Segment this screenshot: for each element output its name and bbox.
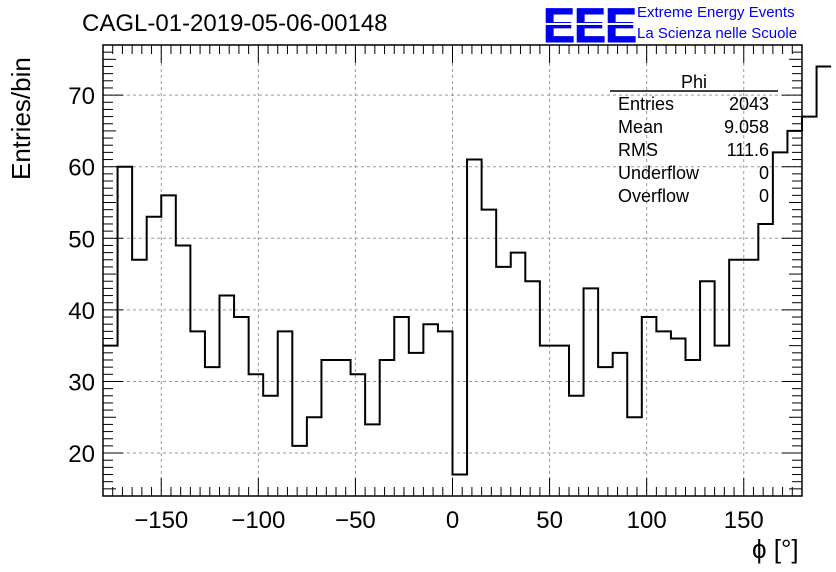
stats-row-label: Overflow	[618, 186, 690, 206]
eee-logo-mark: EEE	[543, 0, 638, 48]
axes	[102, 44, 803, 497]
y-tick-label: 70	[68, 83, 95, 110]
y-tick-label: 40	[68, 298, 95, 325]
stats-row-value: 9.058	[724, 117, 769, 137]
y-tick-label: 20	[68, 441, 95, 468]
x-tick-label: −150	[134, 507, 188, 534]
x-axis-label: ϕ [°]	[752, 534, 799, 564]
stats-box-name: Phi	[681, 72, 707, 92]
y-tick-label: 60	[68, 155, 95, 182]
logo-line1: Extreme Energy Events	[637, 4, 795, 21]
x-tick-label: 150	[724, 507, 764, 534]
x-tick-label: 100	[627, 507, 667, 534]
x-tick-label: 50	[536, 507, 563, 534]
x-tick-label: 0	[446, 507, 459, 534]
stats-box: Phi Entries 2043 Mean 9.058 RMS 111.6 Underflow…	[610, 72, 778, 206]
y-tick-label: 30	[68, 369, 95, 396]
stats-row-value: 111.6	[727, 140, 769, 160]
x-tick-label: −50	[335, 507, 376, 534]
histogram-outline	[103, 65, 832, 476]
stats-row-label: Mean	[618, 117, 663, 137]
x-tick-label: −100	[231, 507, 285, 534]
stats-row-value: 0	[759, 186, 769, 206]
stats-row-value: 0	[759, 163, 769, 183]
logo-line2: La Scienza nelle Scuole	[637, 25, 798, 42]
stats-row-label: RMS	[618, 140, 658, 160]
y-tick-label: 50	[68, 226, 95, 253]
y-axis-label: Entries/bin	[6, 57, 36, 180]
tick-labels: −150 −100 −50 0 50 100 150 20 30 40 50 60 70	[68, 83, 763, 534]
run-title: CAGL-01-2019-05-06-00148	[82, 10, 388, 37]
stats-row-label: Entries	[618, 94, 674, 114]
stats-row-label: Underflow	[618, 163, 700, 183]
stats-row-value: 2043	[729, 94, 769, 114]
